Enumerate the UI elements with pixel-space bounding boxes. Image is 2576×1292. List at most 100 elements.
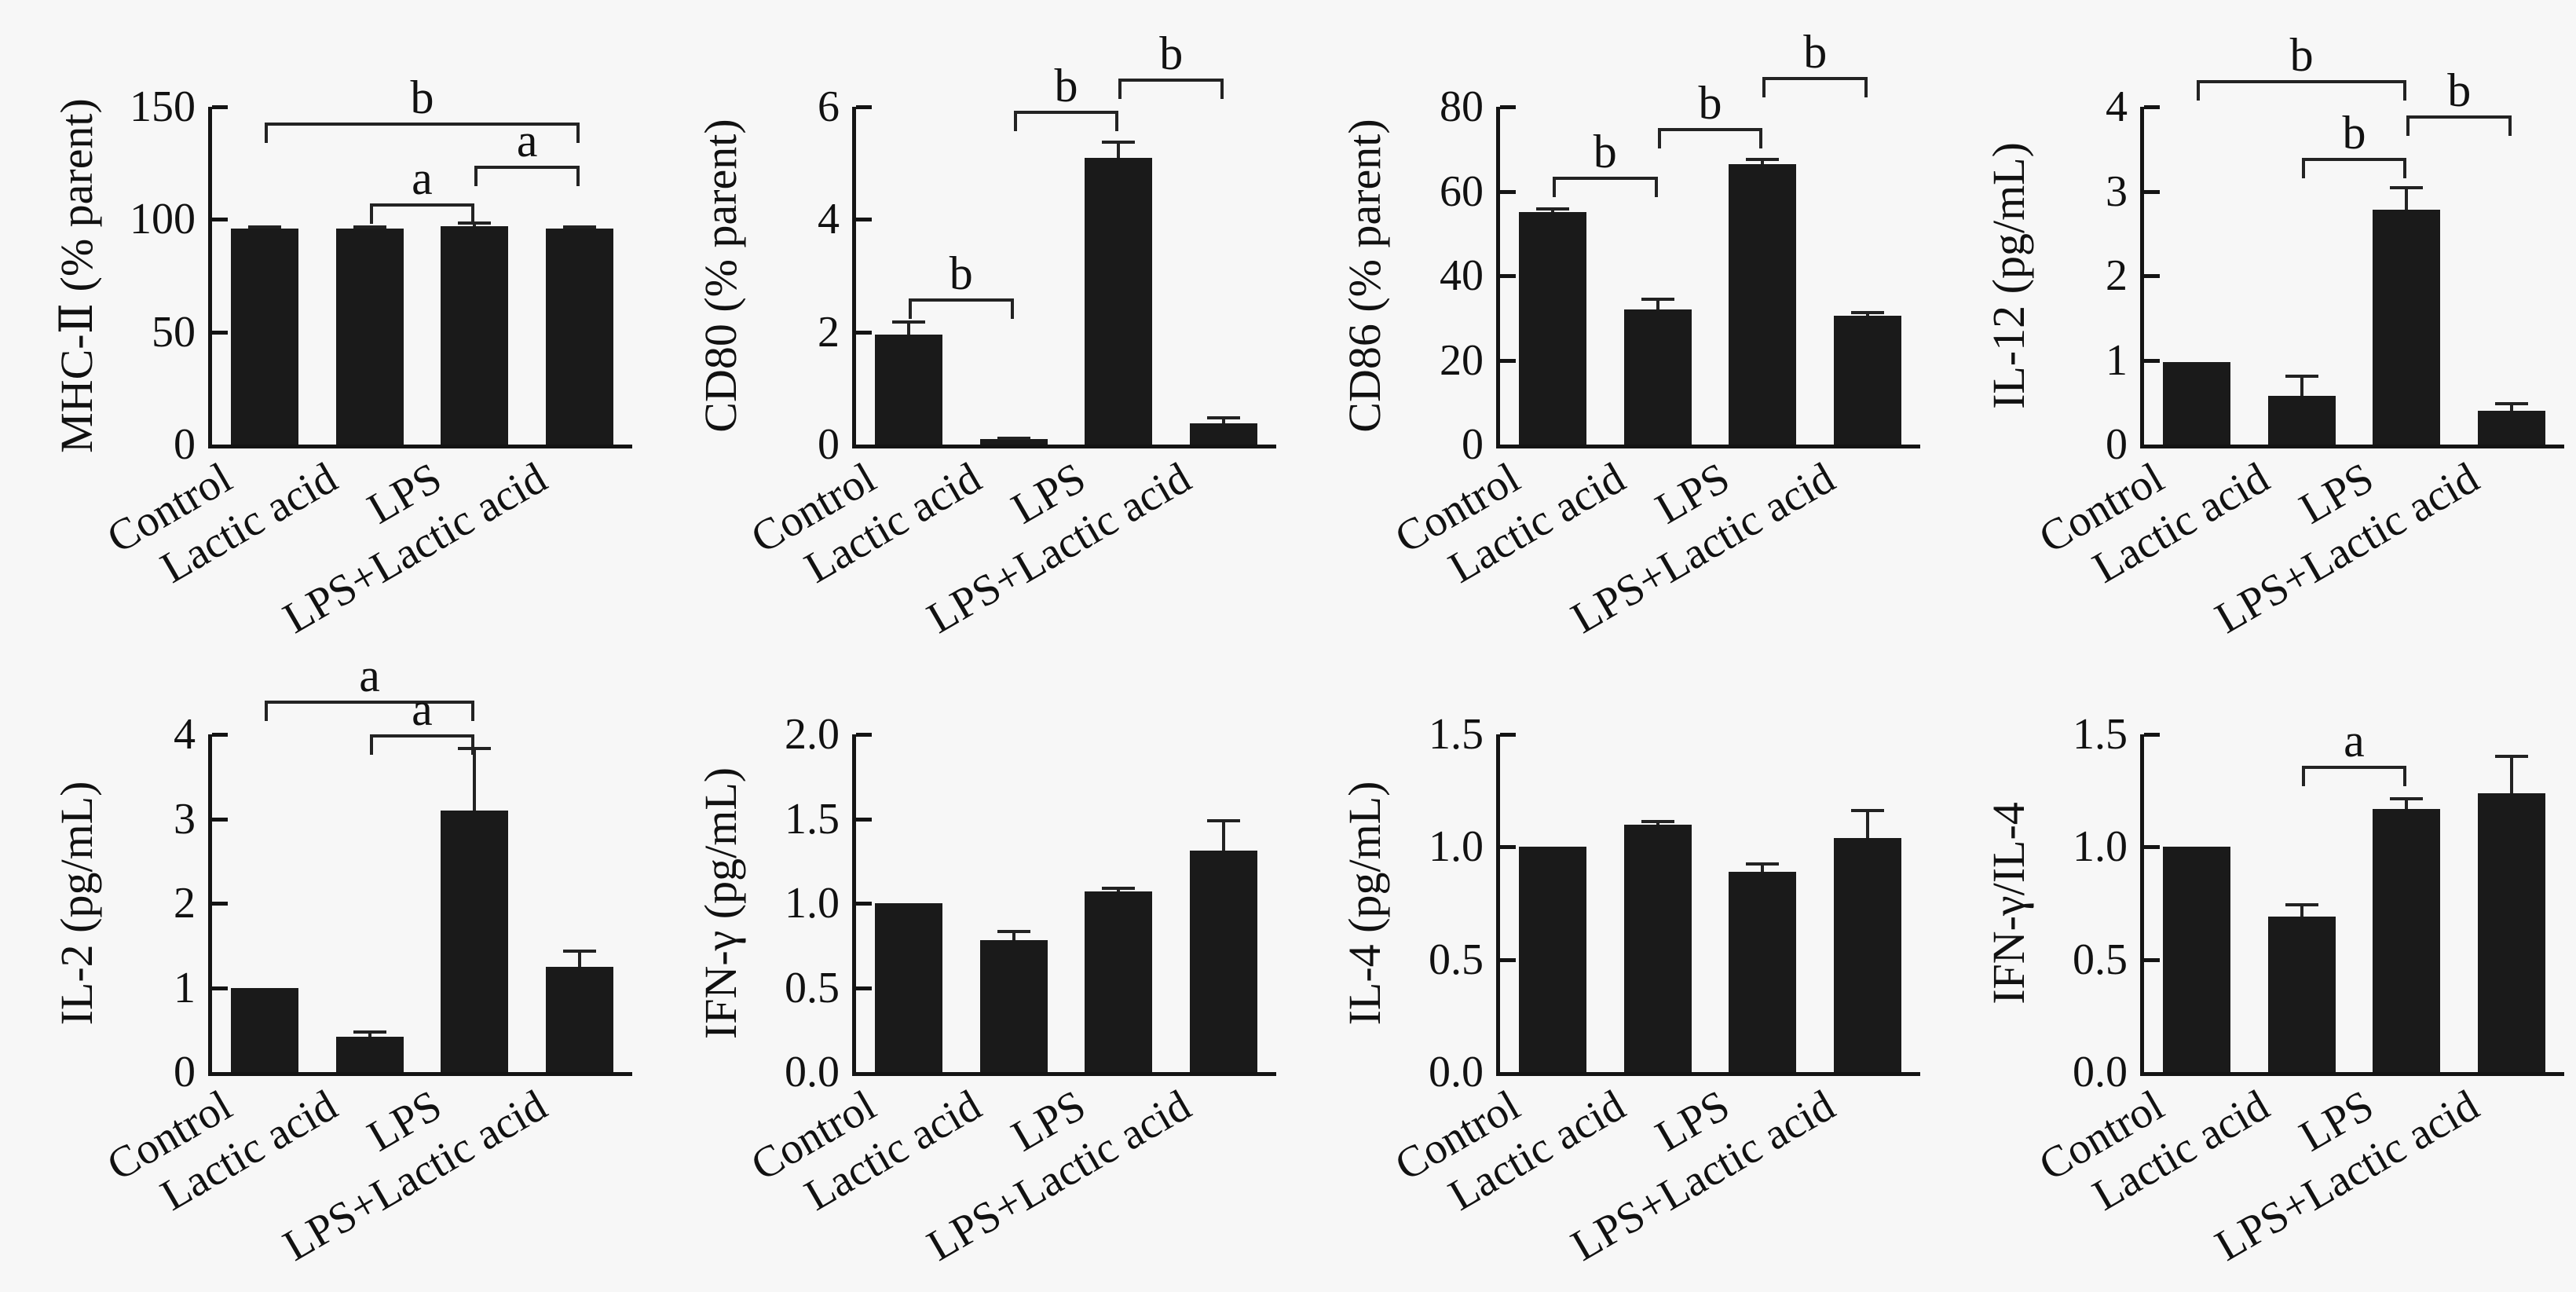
y-tick-label: 1.0 xyxy=(785,879,840,928)
y-tick-mark xyxy=(1500,957,1516,962)
plot-area xyxy=(852,733,1276,1076)
significance-bracket-end xyxy=(2508,115,2512,136)
error-bar-cap xyxy=(1102,141,1136,144)
error-bar-stem xyxy=(1222,416,1226,423)
y-tick-mark xyxy=(856,902,872,906)
significance-bracket xyxy=(2196,79,2407,83)
y-tick-label: 2 xyxy=(818,307,840,357)
y-tick-label: 1.5 xyxy=(2073,710,2128,759)
significance-bracket-end xyxy=(2403,79,2407,101)
bar-control xyxy=(230,987,298,1072)
bar-lactic-acid xyxy=(1623,824,1692,1072)
bar-control xyxy=(874,335,942,445)
bar-lps-lactic-acid xyxy=(546,228,614,445)
error-bar-cap xyxy=(1746,862,1780,866)
error-bar-stem xyxy=(2510,754,2514,793)
bar-lactic-acid xyxy=(1623,309,1692,445)
significance-bracket-end xyxy=(1220,79,1224,100)
error-bar-stem xyxy=(2405,186,2409,210)
significance-bracket xyxy=(2406,115,2512,119)
bar-lps xyxy=(2373,210,2441,445)
y-tick-label: 0 xyxy=(818,420,840,469)
y-tick-mark xyxy=(1500,358,1516,363)
significance-bracket xyxy=(908,298,1014,302)
error-bar-cap xyxy=(2285,903,2318,906)
significance-bracket-end xyxy=(264,701,268,721)
y-axis-label: IL-4 (pg/mL) xyxy=(1339,781,1390,1026)
y-tick-label: 0 xyxy=(174,420,196,469)
significance-letter: a xyxy=(2344,715,2365,767)
y-tick-mark xyxy=(1500,733,1516,737)
y-tick-label: 1.0 xyxy=(1429,822,1484,872)
error-bar-stem xyxy=(1761,862,1765,872)
y-tick-label: 2 xyxy=(2106,251,2128,300)
bar-control xyxy=(1518,212,1586,445)
y-tick-mark xyxy=(212,902,228,906)
y-tick-label: 4 xyxy=(818,195,840,244)
y-tick-mark xyxy=(2144,733,2160,737)
y-tick-mark xyxy=(856,733,872,737)
y-tick-mark xyxy=(1500,274,1516,278)
y-tick-label: 0 xyxy=(174,1048,196,1096)
y-tick-label: 0.0 xyxy=(785,1048,840,1096)
error-bar-cap xyxy=(1641,819,1674,823)
significance-bracket xyxy=(2301,766,2407,770)
y-tick-mark xyxy=(212,817,228,822)
significance-letter: a xyxy=(516,114,538,167)
error-bar-stem xyxy=(906,320,910,335)
significance-bracket xyxy=(2301,157,2407,161)
y-tick-label: 40 xyxy=(1440,251,1484,300)
error-bar-cap xyxy=(1851,808,1885,812)
y-tick-label: 0.5 xyxy=(1429,935,1484,984)
significance-letter: b xyxy=(2289,28,2314,81)
significance-bracket-end xyxy=(2301,766,2305,787)
significance-letter: b xyxy=(1593,125,1617,178)
significance-bracket-end xyxy=(1552,176,1556,197)
y-tick-mark xyxy=(212,330,228,335)
error-bar-cap xyxy=(1207,818,1241,822)
bar-control xyxy=(2162,361,2230,445)
significance-bracket-end xyxy=(471,701,475,721)
bar-lps xyxy=(1729,871,1797,1072)
y-tick-label: 1.5 xyxy=(785,794,840,844)
error-bar-stem xyxy=(1012,930,1015,941)
y-tick-label: 2.0 xyxy=(785,710,840,759)
y-tick-mark xyxy=(2144,358,2160,363)
significance-letter: b xyxy=(949,247,973,299)
significance-bracket-end xyxy=(1759,127,1763,148)
error-bar-cap xyxy=(247,225,281,229)
y-tick-label: 100 xyxy=(130,195,196,244)
y-tick-mark xyxy=(2144,845,2160,850)
y-tick-mark xyxy=(1500,845,1516,850)
y-tick-mark xyxy=(2144,105,2160,109)
bar-lactic-acid xyxy=(2267,917,2336,1072)
error-bar-cap xyxy=(353,1030,386,1034)
significance-bracket xyxy=(369,734,475,738)
significance-bracket xyxy=(1762,77,1868,81)
significance-bracket-end xyxy=(1118,79,1122,100)
bar-control xyxy=(874,903,942,1072)
error-bar-stem xyxy=(1117,141,1121,158)
bar-lactic-acid xyxy=(979,438,1048,445)
y-tick-label: 4 xyxy=(174,710,196,759)
significance-bracket-end xyxy=(471,203,475,225)
y-tick-label: 0 xyxy=(2106,420,2128,469)
significance-bracket xyxy=(1118,79,1224,82)
bar-lps-lactic-acid xyxy=(2478,411,2546,445)
significance-bracket-end xyxy=(1654,176,1658,197)
significance-bracket-end xyxy=(1762,77,1766,98)
significance-bracket-end xyxy=(1013,111,1017,132)
error-bar-cap xyxy=(1641,297,1674,301)
y-tick-label: 150 xyxy=(130,82,196,131)
y-tick-mark xyxy=(2144,957,2160,962)
significance-letter: b xyxy=(2447,64,2472,116)
bar-lactic-acid xyxy=(335,228,404,445)
y-tick-mark xyxy=(856,330,872,335)
bar-lps xyxy=(1085,891,1153,1072)
significance-letter: a xyxy=(412,152,433,205)
bar-lps xyxy=(441,810,509,1072)
error-bar-stem xyxy=(2405,797,2409,809)
y-tick-label: 1.0 xyxy=(2073,822,2128,872)
